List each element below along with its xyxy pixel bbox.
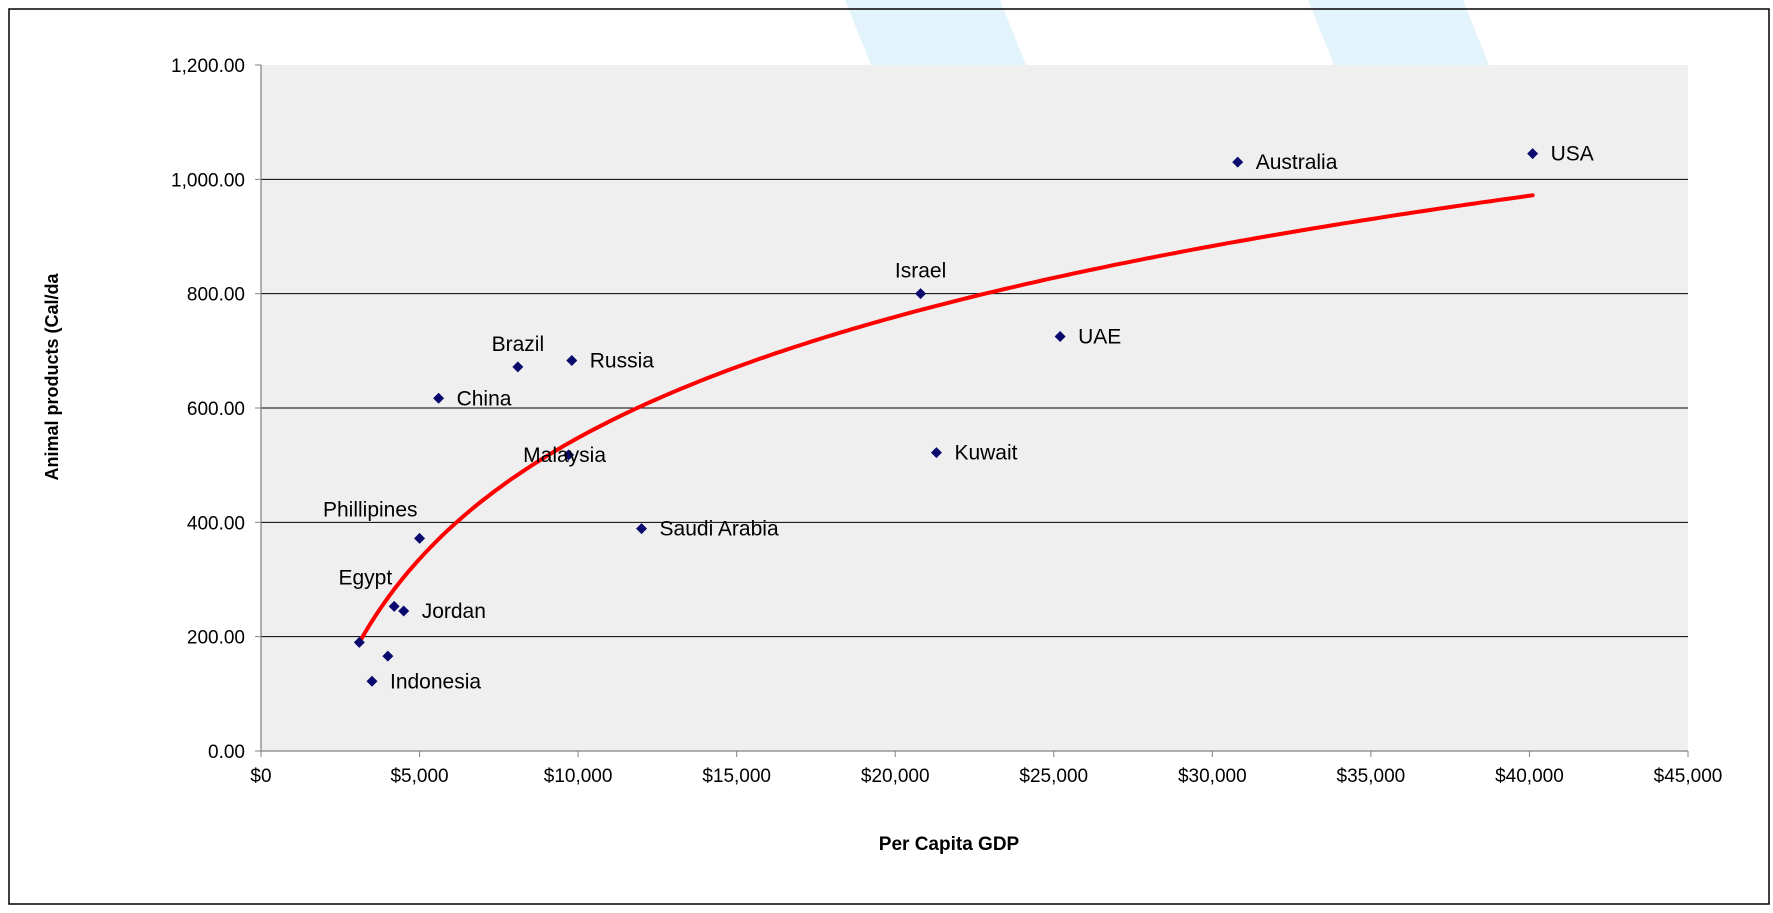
point-label: Malaysia: [523, 444, 606, 467]
data-point: [388, 600, 400, 612]
point-label: Indonesia: [390, 670, 481, 693]
x-axis-title: Per Capita GDP: [879, 834, 1020, 855]
y-tick-label: 400.00: [187, 513, 245, 534]
point-label: Jordan: [422, 600, 486, 623]
data-point: [1054, 331, 1066, 343]
x-tick-label: $15,000: [702, 766, 771, 787]
data-point: [566, 355, 578, 367]
data-point: [382, 650, 394, 662]
data-point: [353, 636, 365, 648]
data-point: [1527, 148, 1539, 160]
point-label: China: [457, 387, 512, 410]
point-label: UAE: [1078, 326, 1121, 349]
data-point: [636, 523, 648, 535]
point-label: Kuwait: [954, 442, 1017, 465]
y-tick-label: 1,000.00: [171, 170, 245, 191]
data-point: [433, 392, 445, 404]
y-tick-label: 200.00: [187, 628, 245, 649]
point-label: Saudi Arabia: [660, 518, 779, 541]
x-tick-label: $35,000: [1337, 766, 1406, 787]
y-tick-label: 800.00: [187, 285, 245, 306]
x-tick-label: $25,000: [1019, 766, 1088, 787]
data-points: [353, 148, 1539, 687]
point-label: Australia: [1256, 151, 1338, 174]
data-point: [1232, 156, 1244, 168]
data-point: [512, 361, 524, 373]
chart-frame: [8, 8, 1770, 905]
x-tick-label: $45,000: [1654, 766, 1723, 787]
x-tick-label: $30,000: [1178, 766, 1247, 787]
point-label: Egypt: [338, 566, 392, 589]
point-label: USA: [1551, 143, 1594, 166]
y-tick-label: 600.00: [187, 399, 245, 420]
x-tick-label: $5,000: [390, 766, 448, 787]
x-tick-label: $0: [250, 766, 271, 787]
point-label: Israel: [895, 260, 946, 283]
data-point: [366, 675, 378, 687]
y-axis-ticks: 0.00 200.00 400.00 600.00 800.00 1,000.00 1,20…: [171, 56, 261, 763]
x-axis-ticks: $0 $5,000 $10,000 $15,000 $20,000 $25,000 $30,…: [250, 751, 1722, 787]
point-label: Russia: [590, 350, 655, 373]
data-point: [414, 532, 426, 544]
x-tick-label: $40,000: [1495, 766, 1564, 787]
point-label: Brazil: [492, 333, 545, 356]
decor-band-2: [1308, 0, 1493, 75]
trendline: [357, 193, 1535, 645]
point-label: Phillipines: [323, 498, 418, 521]
gridlines: [261, 178, 1688, 638]
data-point: [930, 447, 942, 459]
data-point: [915, 288, 927, 300]
background-decoration: [845, 0, 1493, 75]
point-labels: USA Australia Israel UAE Kuwait Russia Brazil C…: [323, 143, 1594, 694]
data-point: [563, 449, 575, 461]
y-axis-title: Animal products (Cal/da: [42, 273, 62, 481]
data-point: [398, 605, 410, 617]
y-tick-label: 1,200.00: [171, 56, 245, 77]
x-tick-label: $10,000: [544, 766, 613, 787]
y-tick-label: 0.00: [208, 742, 245, 763]
x-tick-label: $20,000: [861, 766, 930, 787]
decor-band-1: [845, 0, 1030, 75]
